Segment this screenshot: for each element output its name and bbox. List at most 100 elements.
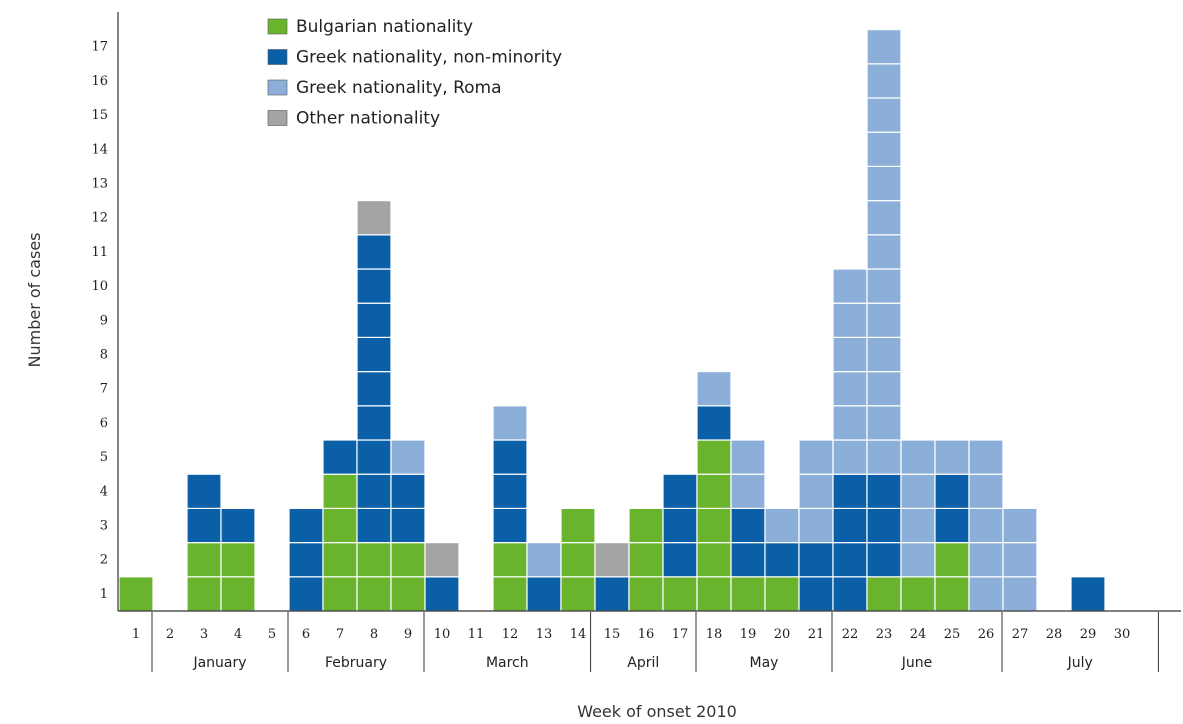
y-tick-label: 3 bbox=[100, 519, 108, 534]
bar-segment bbox=[560, 541, 596, 578]
bar-segment bbox=[288, 507, 324, 544]
bar-segment bbox=[186, 507, 222, 544]
bar-segment bbox=[798, 576, 834, 612]
bar-segment bbox=[492, 576, 528, 612]
bar-segment bbox=[832, 439, 868, 475]
bar-segment bbox=[832, 268, 868, 304]
bar-segment bbox=[696, 371, 732, 407]
x-tick-label: 1 bbox=[132, 627, 140, 642]
x-tick-label: 25 bbox=[944, 627, 961, 642]
bar-segment bbox=[968, 439, 1004, 475]
x-tick-label: 4 bbox=[234, 627, 242, 642]
bar-segment bbox=[866, 507, 902, 544]
bar-segment bbox=[390, 473, 426, 510]
bar-segment bbox=[968, 576, 1004, 612]
bar-segment bbox=[356, 576, 392, 612]
y-tick-label: 4 bbox=[100, 484, 108, 499]
bar-segment bbox=[356, 268, 392, 304]
legend-label: Other nationality bbox=[296, 109, 440, 129]
legend-swatch bbox=[267, 110, 288, 126]
bar-segment bbox=[866, 473, 902, 510]
bar-segment bbox=[730, 541, 766, 578]
legend-label: Bulgarian nationality bbox=[296, 17, 473, 37]
bar-segment bbox=[866, 29, 902, 65]
y-axis-title: Number of cases bbox=[25, 233, 44, 368]
bar-segment bbox=[628, 541, 664, 578]
bar-segment bbox=[1002, 576, 1038, 612]
bar-segment bbox=[560, 576, 596, 612]
bar-segment bbox=[866, 234, 902, 270]
bar-segment bbox=[866, 576, 902, 612]
bar-segment bbox=[356, 200, 392, 236]
x-tick-label: 12 bbox=[502, 627, 519, 642]
bar-segment bbox=[866, 371, 902, 407]
bar-segment bbox=[798, 507, 834, 544]
bar-segment bbox=[390, 439, 426, 475]
bar-segment bbox=[832, 336, 868, 373]
bar-segment bbox=[424, 576, 460, 612]
y-tick-label: 12 bbox=[91, 211, 108, 226]
y-tick-label: 11 bbox=[91, 245, 108, 260]
x-tick-label: 29 bbox=[1080, 627, 1097, 642]
y-tick-label: 8 bbox=[100, 348, 108, 363]
bar-segment bbox=[832, 371, 868, 407]
bar-segment bbox=[764, 576, 800, 612]
x-tick-label: 17 bbox=[672, 627, 689, 642]
bar-segment bbox=[356, 541, 392, 578]
month-label: June bbox=[901, 655, 933, 671]
month-label: January bbox=[192, 655, 246, 671]
legend-label: Greek nationality, Roma bbox=[296, 78, 502, 98]
y-tick-label: 6 bbox=[100, 416, 108, 431]
y-tick-label: 5 bbox=[100, 450, 108, 465]
bar-segment bbox=[696, 405, 732, 441]
x-tick-label: 22 bbox=[842, 627, 859, 642]
x-tick-label: 3 bbox=[200, 627, 208, 642]
bar-segment bbox=[220, 507, 256, 544]
bar-segment bbox=[1070, 576, 1106, 612]
bar-segment bbox=[662, 576, 698, 612]
x-tick-label: 30 bbox=[1114, 627, 1131, 642]
x-tick-label: 5 bbox=[268, 627, 276, 642]
bar-segment bbox=[798, 439, 834, 475]
y-tick-label: 9 bbox=[100, 313, 108, 328]
bar-segment bbox=[832, 302, 868, 339]
bar-segment bbox=[356, 234, 392, 270]
bar-segment bbox=[526, 541, 562, 578]
bar-segment bbox=[866, 200, 902, 236]
x-tick-label: 26 bbox=[978, 627, 995, 642]
bar-segment bbox=[934, 507, 970, 544]
bar-segment bbox=[866, 97, 902, 133]
bar-segment bbox=[288, 576, 324, 612]
bar-segment bbox=[832, 576, 868, 612]
x-tick-label: 6 bbox=[302, 627, 310, 642]
bar-segment bbox=[390, 576, 426, 612]
bar-segment bbox=[322, 541, 358, 578]
bar-segment bbox=[934, 541, 970, 578]
x-tick-label: 20 bbox=[774, 627, 791, 642]
bar-segment bbox=[764, 507, 800, 544]
bar-segment bbox=[866, 541, 902, 578]
y-tick-label: 7 bbox=[100, 382, 108, 397]
x-tick-label: 18 bbox=[706, 627, 723, 642]
bar-segment bbox=[356, 507, 392, 544]
bar-segment bbox=[1002, 541, 1038, 578]
x-axis-title: Week of onset 2010 bbox=[577, 702, 737, 721]
bar-segment bbox=[696, 507, 732, 544]
bar-segment bbox=[968, 507, 1004, 544]
x-tick-label: 8 bbox=[370, 627, 378, 642]
bar-segment bbox=[866, 336, 902, 373]
bar-segment bbox=[492, 473, 528, 510]
bar-segment bbox=[560, 507, 596, 544]
bar-segment bbox=[220, 576, 256, 612]
y-tick-label: 1 bbox=[100, 587, 108, 602]
bar-segment bbox=[900, 576, 936, 612]
bar-segment bbox=[424, 541, 460, 578]
bar-segment bbox=[526, 576, 562, 612]
bar-segment bbox=[832, 541, 868, 578]
bar-segment bbox=[866, 268, 902, 304]
x-tick-label: 23 bbox=[876, 627, 893, 642]
bar-segment bbox=[322, 439, 358, 475]
bar-segment bbox=[390, 541, 426, 578]
